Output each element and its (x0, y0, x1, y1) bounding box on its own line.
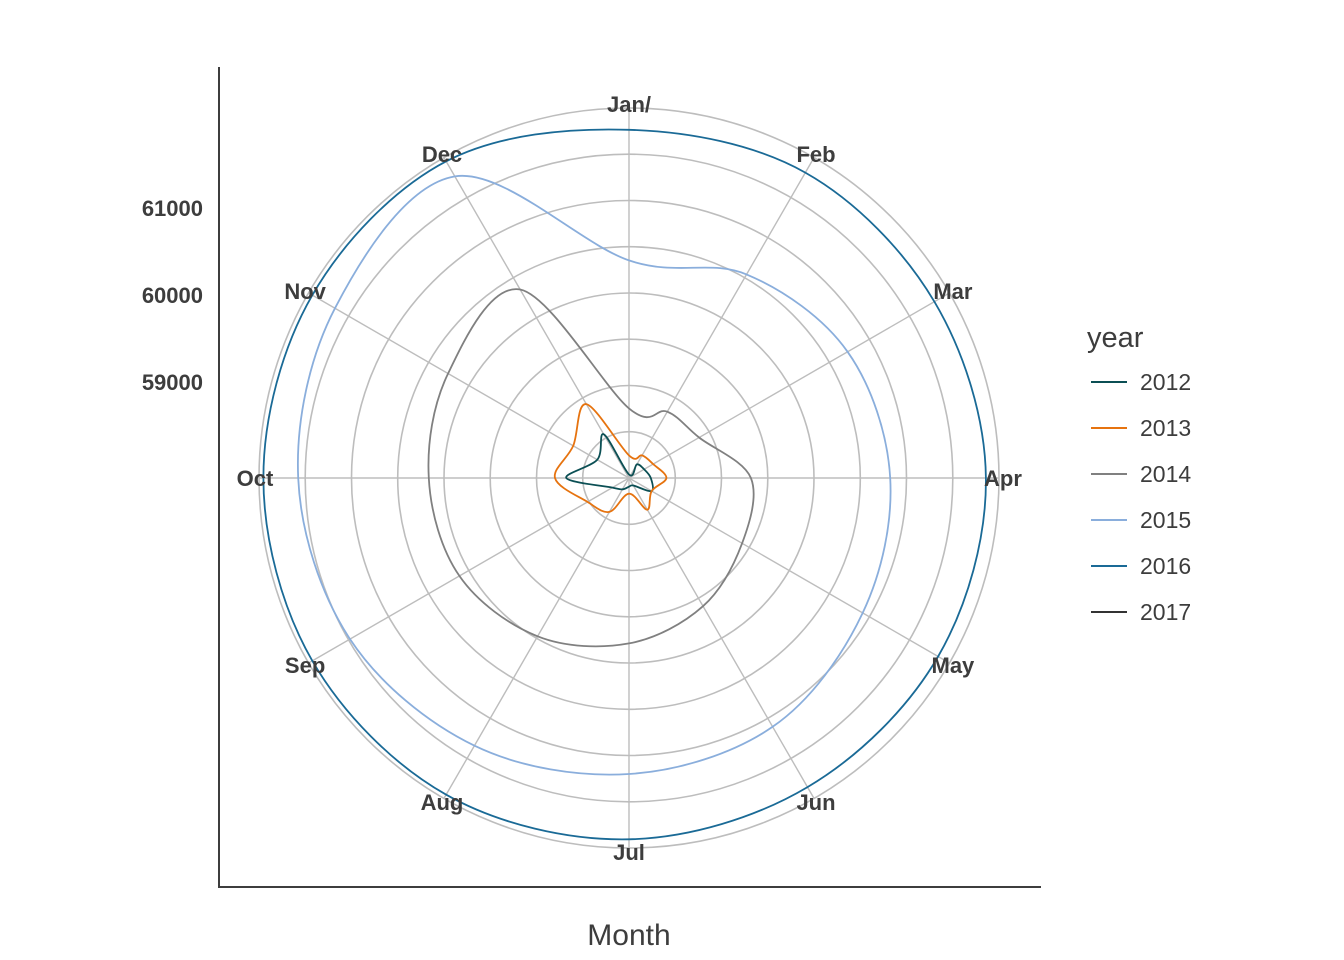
series-line-2015 (297, 174, 892, 776)
grid-spoke (308, 292, 630, 479)
series-line-2013 (553, 403, 668, 514)
series-line-2016 (262, 128, 987, 841)
grid-spoke (628, 157, 815, 479)
grid-spoke (628, 477, 815, 799)
month-label-jan: Jan/ (607, 92, 651, 117)
grid-spoke (443, 157, 630, 479)
month-label-oct: Oct (237, 466, 274, 491)
grid-spoke (628, 477, 950, 664)
legend-label-2012: 2012 (1140, 369, 1191, 395)
month-label-jun: Jun (796, 790, 835, 815)
grid-spoke (443, 477, 630, 799)
y-tick-label: 60000 (142, 283, 203, 308)
legend: 2012 2013 2014 2015 2016 2017 (1091, 369, 1191, 625)
series-line-2012 (565, 433, 654, 493)
legend-label-2014: 2014 (1140, 461, 1191, 487)
grid-spoke (628, 292, 950, 479)
grid-spoke (308, 477, 630, 664)
legend-title: year (1087, 322, 1144, 354)
legend-label-2015: 2015 (1140, 507, 1191, 533)
month-labels: Jan/Feb Mar Apr May Jun Jul Aug Sep Oct Nov Dec (237, 92, 1023, 865)
month-label-jul: Jul (613, 840, 645, 865)
month-label-feb: Feb (796, 142, 835, 167)
legend-label-2016: 2016 (1140, 553, 1191, 579)
legend-label-2017: 2017 (1140, 599, 1191, 625)
series-line-2014 (427, 288, 755, 648)
month-label-may: May (932, 653, 976, 678)
x-axis-title: Month (587, 919, 670, 952)
y-tick-label: 59000 (142, 370, 203, 395)
month-label-sep: Sep (285, 653, 325, 678)
legend-label-2013: 2013 (1140, 415, 1191, 441)
month-label-dec: Dec (422, 142, 462, 167)
month-label-nov: Nov (284, 279, 326, 304)
month-label-aug: Aug (421, 790, 464, 815)
y-tick-labels: 59000 60000 61000 (142, 196, 203, 395)
series-layer (262, 128, 987, 841)
y-tick-label: 61000 (142, 196, 203, 221)
polar-grid (258, 107, 1000, 849)
month-label-apr: Apr (984, 466, 1022, 491)
month-label-mar: Mar (933, 279, 973, 304)
